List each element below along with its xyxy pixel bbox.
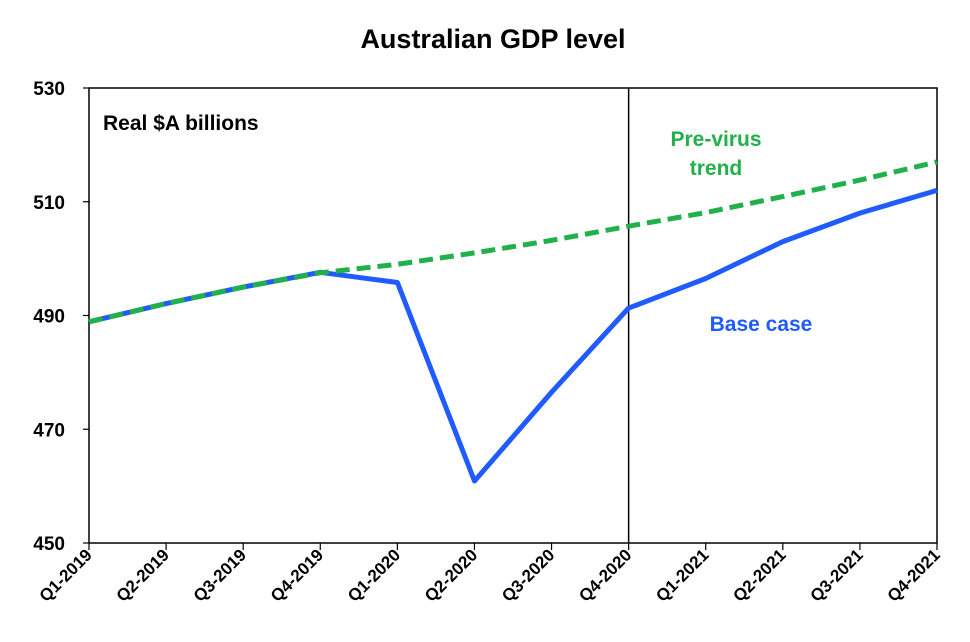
y-tick-label: 450 bbox=[33, 534, 65, 555]
trend-series-line bbox=[88, 159, 938, 325]
x-tick-label: Q3-2019 bbox=[190, 545, 250, 605]
base-case-series-line bbox=[88, 188, 938, 484]
x-tick-label: Q2-2019 bbox=[113, 545, 173, 605]
base-case-series-label: Base case bbox=[710, 313, 813, 336]
x-tick-label: Q1-2021 bbox=[652, 545, 712, 605]
series-layer bbox=[88, 159, 938, 484]
x-tick-label: Q4-2019 bbox=[267, 545, 327, 605]
x-tick-label: Q1-2020 bbox=[344, 545, 404, 605]
y-tick-label: 510 bbox=[33, 193, 65, 214]
x-tick-label: Q3-2020 bbox=[498, 545, 558, 605]
series-labels: Pre-virus trend Base case bbox=[670, 128, 812, 336]
x-tick-label: Q2-2021 bbox=[729, 545, 789, 605]
unit-annotation: Real $A billions bbox=[103, 112, 259, 135]
chart-title: Australian GDP level bbox=[360, 24, 625, 54]
y-tick-label: 530 bbox=[33, 79, 65, 100]
trend-series-label: Pre-virus bbox=[670, 128, 761, 151]
x-tick-label: Q4-2021 bbox=[884, 545, 944, 605]
trend-series-label: trend bbox=[690, 157, 743, 180]
x-tick-label: Q2-2020 bbox=[421, 545, 481, 605]
y-tick-label: 470 bbox=[33, 420, 65, 441]
y-tick-label: 490 bbox=[33, 307, 65, 328]
x-tick-label: Q4-2020 bbox=[575, 545, 635, 605]
x-tick-label: Q3-2021 bbox=[807, 545, 867, 605]
